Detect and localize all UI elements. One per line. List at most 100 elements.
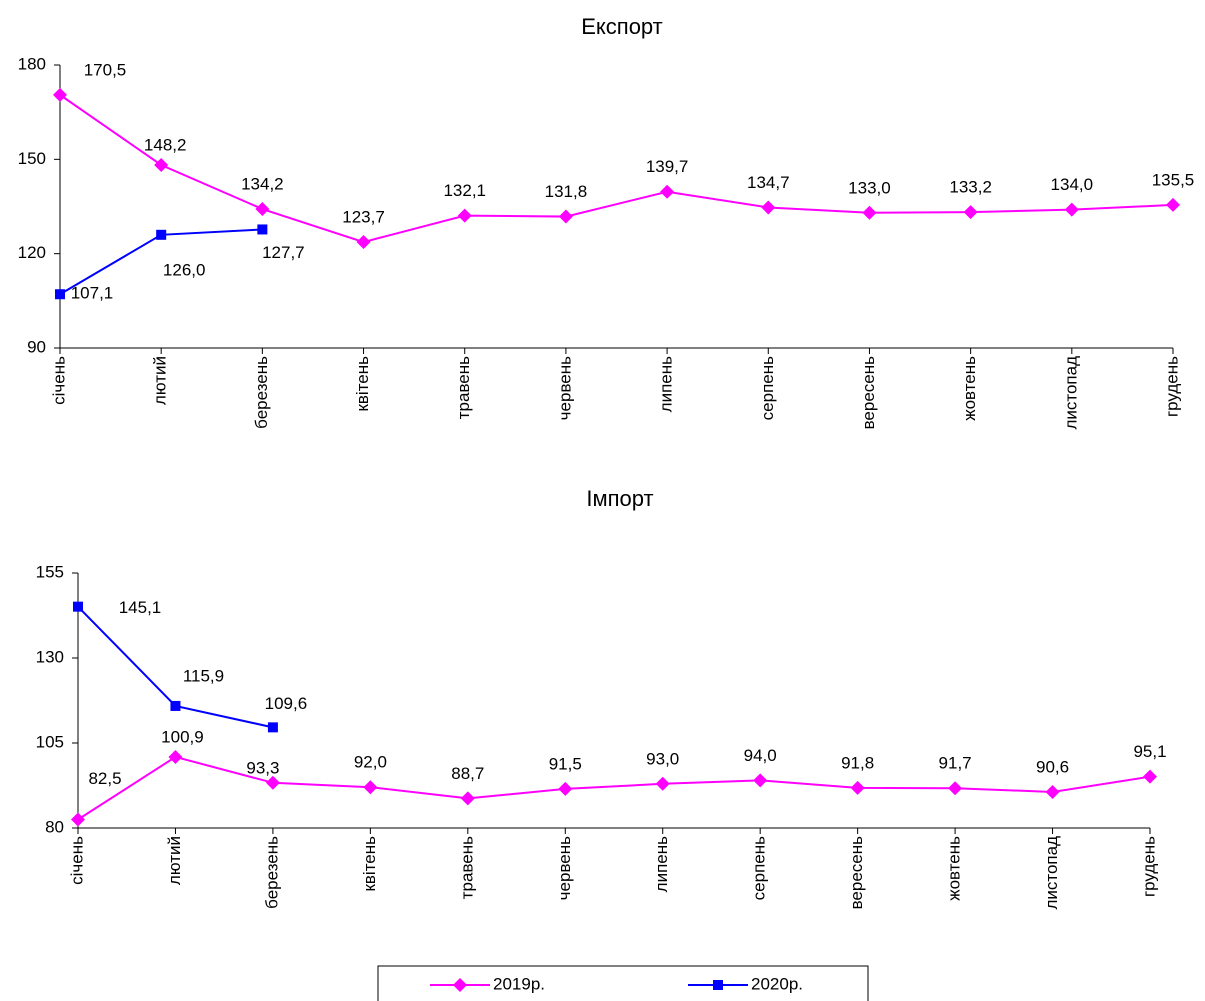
marker [267,722,278,733]
marker [1166,197,1180,212]
x-tick-label: грудень [1162,356,1181,417]
x-tick-label: вересень [847,836,866,910]
data-label: 133,0 [848,178,891,197]
data-label: 132,1 [443,181,486,200]
marker [453,978,467,992]
x-tick-label: червень [555,356,574,420]
y-tick-label: 90 [27,337,46,356]
line [77,755,1151,821]
marker [862,205,877,220]
y-tick-label: 120 [18,243,46,262]
marker [168,749,183,764]
legend-label: 2019р. [493,974,545,993]
x-tick-label: лютий [151,356,170,405]
x-tick-label: грудень [1139,836,1158,897]
marker [1064,202,1079,217]
marker [1045,784,1060,799]
chart-title: Імпорт [586,486,653,511]
x-tick-label: січень [49,356,68,405]
marker [948,781,963,796]
data-label: 123,7 [342,208,385,227]
data-label: 133,2 [949,178,992,197]
y-tick-label: 130 [36,647,64,666]
marker [257,224,268,235]
data-label: 115,9 [183,666,224,685]
marker [460,791,475,806]
marker [71,812,85,827]
data-label: 107,1 [71,284,114,303]
x-tick-label: листопад [1042,836,1061,910]
marker [761,200,776,215]
x-tick-label: квітень [360,836,379,892]
data-label: 91,8 [841,753,874,772]
data-label: 127,7 [262,243,305,262]
data-label: 134,2 [241,174,284,193]
y-tick-label: 105 [36,732,64,751]
data-label: 95,1 [1133,742,1166,761]
y-tick-label: 155 [36,562,64,581]
marker [170,700,181,711]
marker [154,157,169,172]
marker [655,776,670,791]
marker [363,780,378,795]
marker [850,780,865,795]
legend-label: 2020р. [751,974,803,993]
data-label: 126,0 [163,260,206,279]
x-tick-label: серпень [750,836,769,900]
marker [1143,769,1157,784]
marker [156,229,167,240]
x-tick-label: травень [454,356,473,419]
data-label: 139,7 [646,157,689,176]
y-tick-label: 180 [18,54,46,73]
x-tick-label: березень [262,836,281,909]
marker [660,184,675,199]
marker [457,208,472,223]
data-label: 92,0 [354,753,387,772]
marker [753,773,768,788]
x-tick-label: липень [657,356,676,412]
marker [255,202,270,217]
x-tick-label: червень [555,836,574,900]
y-tick-label: 80 [45,817,64,836]
x-tick-label: березень [252,356,271,429]
data-label: 134,7 [747,173,790,192]
data-label: 93,0 [646,749,679,768]
x-tick-label: лютий [165,836,184,885]
chart-title: Експорт [581,14,663,39]
data-label: 82,5 [88,769,121,788]
data-label: 91,7 [939,754,972,773]
data-label: 88,7 [451,764,484,783]
data-label: 131,8 [545,182,588,201]
x-tick-label: квітень [353,356,372,412]
x-tick-label: листопад [1061,356,1080,430]
data-label: 135,5 [1152,170,1195,189]
marker [73,601,83,612]
x-tick-label: липень [652,836,671,892]
x-tick-label: жовтень [945,836,964,901]
marker [558,209,573,224]
x-tick-label: серпень [758,356,777,420]
data-label: 94,0 [744,746,777,765]
data-label: 90,6 [1036,757,1069,776]
x-tick-label: січень [67,836,86,885]
marker [55,289,65,300]
data-label: 100,9 [161,727,204,746]
data-label: 145,1 [119,598,162,617]
marker [963,205,978,220]
data-label: 109,6 [265,694,308,713]
data-label: 170,5 [84,60,127,79]
data-label: 93,3 [246,758,279,777]
marker [265,775,280,790]
marker [558,781,573,796]
x-tick-label: травень [457,836,476,899]
data-label: 91,5 [549,754,582,773]
y-tick-label: 150 [18,149,46,168]
data-label: 134,0 [1051,175,1094,194]
marker [53,87,67,102]
marker [713,980,723,990]
line [59,94,1174,244]
x-tick-label: жовтень [960,356,979,421]
x-tick-label: вересень [859,356,878,430]
marker [356,235,371,250]
